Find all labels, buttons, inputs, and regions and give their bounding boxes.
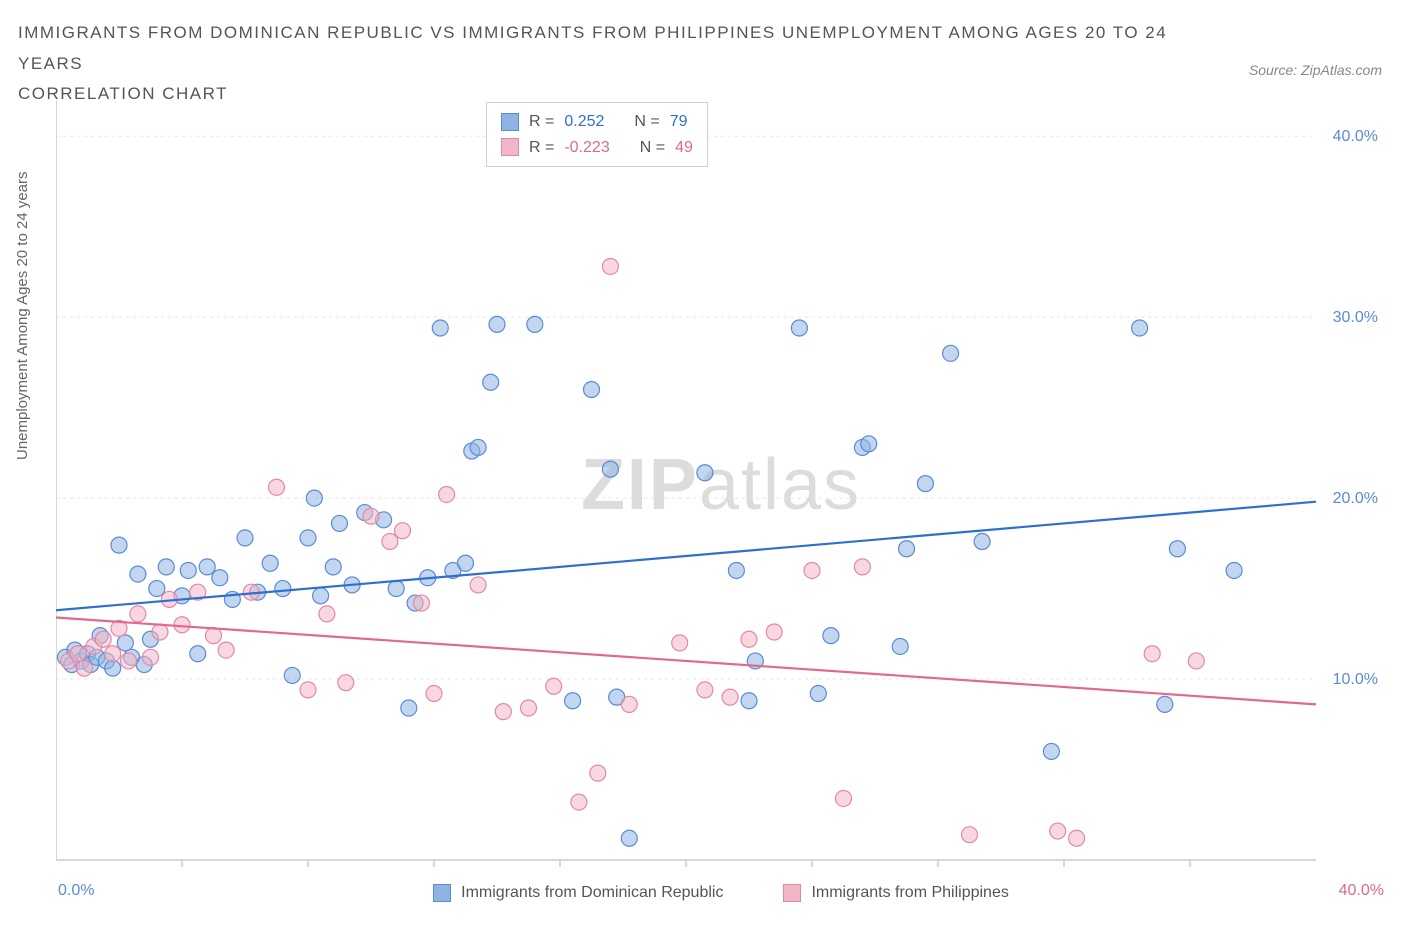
n-value-philippines: 49 bbox=[675, 135, 693, 161]
svg-text:10.0%: 10.0% bbox=[1333, 671, 1378, 688]
chart-title: IMMIGRANTS FROM DOMINICAN REPUBLIC VS IM… bbox=[18, 18, 1206, 110]
swatch-philippines bbox=[501, 138, 519, 156]
legend-item-philippines: Immigrants from Philippines bbox=[783, 884, 1008, 902]
stats-row-philippines: R = -0.223 N = 49 bbox=[501, 135, 693, 161]
legend-swatch-philippines bbox=[783, 884, 801, 902]
legend-label-dominican: Immigrants from Dominican Republic bbox=[461, 884, 723, 902]
n-value-dominican: 79 bbox=[670, 109, 688, 135]
swatch-dominican bbox=[501, 113, 519, 131]
legend-swatch-dominican bbox=[433, 884, 451, 902]
title-line-1: IMMIGRANTS FROM DOMINICAN REPUBLIC VS IM… bbox=[18, 18, 1206, 79]
chart-area: ZIPatlas 10.0%20.0%30.0%40.0% R = 0.252 … bbox=[56, 100, 1386, 870]
stats-row-dominican: R = 0.252 N = 79 bbox=[501, 109, 693, 135]
r-value-philippines: -0.223 bbox=[564, 135, 609, 161]
n-label-2: N = bbox=[640, 135, 665, 161]
r-label: R = bbox=[529, 109, 554, 135]
stats-box: R = 0.252 N = 79 R = -0.223 N = 49 bbox=[486, 102, 708, 167]
legend-label-philippines: Immigrants from Philippines bbox=[811, 884, 1008, 902]
y-axis-label: Unemployment Among Ages 20 to 24 years bbox=[14, 171, 31, 460]
svg-text:20.0%: 20.0% bbox=[1333, 490, 1378, 507]
legend: Immigrants from Dominican Republic Immig… bbox=[56, 884, 1386, 902]
n-label: N = bbox=[634, 109, 659, 135]
scatter-plot: 10.0% 20.0% 30.0% 40.0% bbox=[56, 100, 1386, 870]
r-label-2: R = bbox=[529, 135, 554, 161]
svg-text:30.0%: 30.0% bbox=[1333, 309, 1378, 326]
source-label: Source: ZipAtlas.com bbox=[1249, 62, 1382, 78]
svg-text:40.0%: 40.0% bbox=[1333, 128, 1378, 145]
legend-item-dominican: Immigrants from Dominican Republic bbox=[433, 884, 723, 902]
r-value-dominican: 0.252 bbox=[564, 109, 604, 135]
